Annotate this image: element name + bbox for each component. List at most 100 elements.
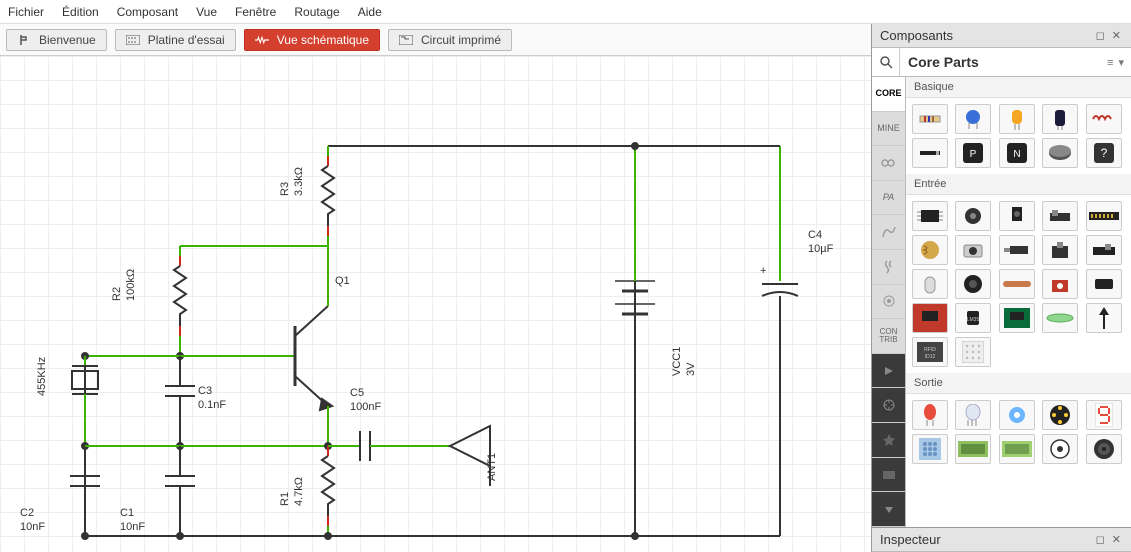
part-cap-tantalum[interactable] [999, 104, 1035, 134]
part-jack[interactable] [999, 235, 1035, 265]
part-lcd[interactable] [955, 434, 991, 464]
part-motor[interactable] [1042, 434, 1078, 464]
svg-text:100kΩ: 100kΩ [125, 269, 137, 301]
svg-text:3.3kΩ: 3.3kΩ [293, 167, 305, 196]
svg-text:10nF: 10nF [20, 521, 45, 533]
part-antenna[interactable] [1086, 303, 1122, 333]
part-npn[interactable]: N [999, 138, 1035, 168]
panel-controls-icon[interactable]: ◻ ✕ [1096, 29, 1123, 42]
vtab-core[interactable]: CORE [872, 77, 905, 112]
svg-text:C1: C1 [120, 507, 134, 519]
part-ir[interactable] [1086, 269, 1122, 299]
part-pot[interactable] [955, 201, 991, 231]
parts-search-row: Core Parts ≡ ▾ [872, 48, 1131, 77]
part-neopixel[interactable] [1042, 400, 1078, 430]
part-ic[interactable] [912, 201, 948, 231]
tab-breadboard[interactable]: Platine d'essai [115, 29, 236, 51]
part-slide[interactable] [1086, 235, 1122, 265]
part-encoder[interactable] [1042, 269, 1078, 299]
part-header[interactable] [1086, 201, 1122, 231]
parts-category-tabs: CORE MINE PA CONTRIB [872, 77, 906, 527]
part-resistor[interactable] [912, 104, 948, 134]
part-speaker[interactable] [1086, 434, 1122, 464]
svg-text:C3: C3 [198, 385, 212, 397]
part-keypad[interactable] [912, 434, 948, 464]
part-rfid[interactable]: RFIDID12 [912, 337, 948, 367]
part-led[interactable] [912, 400, 948, 430]
part-pot2[interactable] [999, 201, 1035, 231]
sidebar: Composants ◻ ✕ Core Parts ≡ ▾ CORE MINE … [871, 24, 1131, 552]
vtab-contrib[interactable]: CONTRIB [872, 319, 905, 354]
part-fsr[interactable] [1042, 303, 1078, 333]
svg-text:RFID: RFID [924, 347, 936, 353]
pcb-icon [399, 33, 413, 47]
part-inductor[interactable] [1086, 104, 1122, 134]
vtab-picaxe[interactable] [872, 215, 905, 250]
parts-menu-icon[interactable]: ≡ ▾ [1101, 56, 1131, 69]
search-icon[interactable] [872, 48, 900, 76]
part-breakout[interactable] [912, 303, 948, 333]
part-button1[interactable] [955, 235, 991, 265]
part-cap-ceramic[interactable] [955, 104, 991, 134]
svg-text:LM35: LM35 [967, 317, 980, 323]
part-flex[interactable] [999, 269, 1035, 299]
parts-list[interactable]: Basique P N ? Entrée [906, 77, 1131, 527]
menu-help[interactable]: Aide [358, 5, 382, 19]
part-7seg[interactable] [1086, 400, 1122, 430]
part-led-rgb[interactable] [955, 400, 991, 430]
part-board[interactable] [999, 303, 1035, 333]
vtab-dark-1[interactable] [872, 354, 905, 389]
part-lm35[interactable]: LM35 [955, 303, 991, 333]
section-sortie: Sortie [906, 373, 1131, 394]
part-led-blue[interactable] [999, 400, 1035, 430]
vtab-mine[interactable]: MINE [872, 112, 905, 147]
tab-pcb-label: Circuit imprimé [421, 33, 501, 47]
vtab-sparkfun[interactable] [872, 250, 905, 285]
section-entree: Entrée [906, 174, 1131, 195]
vtab-dark-2[interactable] [872, 388, 905, 423]
vtab-dark-5[interactable] [872, 492, 905, 527]
vtab-parallax[interactable]: PA [872, 181, 905, 216]
fritzing-icon [17, 33, 31, 47]
tab-welcome[interactable]: Bienvenue [6, 29, 107, 51]
part-cap-electro[interactable] [1042, 104, 1078, 134]
part-pnp[interactable]: P [955, 138, 991, 168]
menu-window[interactable]: Fenêtre [235, 5, 276, 19]
part-lcd2[interactable] [999, 434, 1035, 464]
part-photocell[interactable] [912, 235, 948, 265]
part-matrix[interactable] [955, 337, 991, 367]
vtab-snootlab[interactable] [872, 285, 905, 320]
svg-text:R1: R1 [279, 492, 291, 506]
inspecteur-panel-header[interactable]: Inspecteur ◻ ✕ [872, 528, 1131, 552]
menu-edit[interactable]: Édition [62, 5, 99, 19]
menu-component[interactable]: Composant [117, 5, 178, 19]
vtab-dark-3[interactable] [872, 423, 905, 458]
menu-file[interactable]: Fichier [8, 5, 44, 19]
breadboard-icon [126, 33, 140, 47]
tab-schematic[interactable]: Vue schématique [244, 29, 380, 51]
label-xtal: 455KHz [36, 357, 48, 396]
svg-text:10nF: 10nF [120, 521, 145, 533]
inspector-controls-icon[interactable]: ◻ ✕ [1096, 533, 1123, 546]
part-switch[interactable] [1042, 201, 1078, 231]
vtab-arduino[interactable] [872, 146, 905, 181]
svg-text:10µF: 10µF [808, 243, 834, 255]
part-piezo[interactable] [955, 269, 991, 299]
svg-text:R3: R3 [279, 182, 291, 196]
part-mystery[interactable] [1042, 138, 1078, 168]
schematic-canvas[interactable]: + 455KHz R2 100kΩ R3 3.3kΩ Q1 R1 4.7kΩ C… [0, 56, 871, 552]
menu-routing[interactable]: Routage [294, 5, 339, 19]
tab-schematic-label: Vue schématique [277, 33, 369, 47]
tab-pcb[interactable]: Circuit imprimé [388, 29, 512, 51]
part-diode[interactable] [912, 138, 948, 168]
part-tactile[interactable] [1042, 235, 1078, 265]
menu-view[interactable]: Vue [196, 5, 217, 19]
svg-text:Q1: Q1 [335, 275, 350, 287]
composants-panel-header[interactable]: Composants ◻ ✕ [872, 24, 1131, 48]
vtab-dark-4[interactable] [872, 458, 905, 493]
svg-text:P: P [970, 149, 977, 160]
svg-text:100nF: 100nF [350, 401, 381, 413]
svg-text:VCC1: VCC1 [671, 347, 683, 376]
part-tilt[interactable] [912, 269, 948, 299]
part-unknown[interactable]: ? [1086, 138, 1122, 168]
